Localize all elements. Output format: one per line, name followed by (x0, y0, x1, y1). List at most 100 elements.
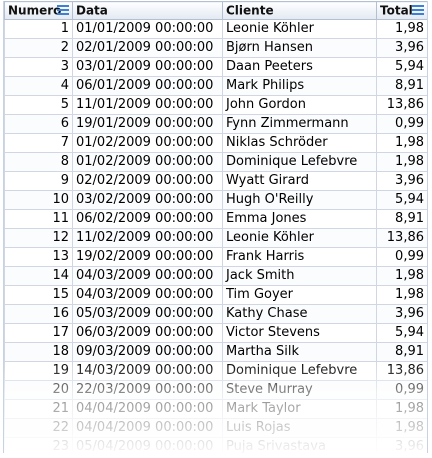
cell-total[interactable]: 3,96 (376, 171, 427, 191)
menu-icon[interactable] (57, 5, 69, 16)
cell-total[interactable]: 0,99 (376, 380, 427, 400)
cell-data[interactable]: 06/03/2009 00:00:00 (72, 323, 223, 343)
cell-cliente[interactable]: Steve Murray (222, 380, 377, 400)
cell-numero[interactable]: 20 (4, 380, 73, 400)
cell-total[interactable]: 5,94 (376, 190, 427, 210)
cell-cliente[interactable]: Jack Smith (222, 266, 377, 286)
cell-total[interactable]: 13,86 (376, 228, 427, 248)
cell-data[interactable]: 03/02/2009 00:00:00 (72, 190, 223, 210)
cell-total[interactable]: 13,86 (376, 361, 427, 381)
cell-numero[interactable]: 13 (4, 247, 73, 267)
cell-cliente[interactable]: Dominique Lefebvre (222, 152, 377, 172)
column-header-cliente[interactable]: Cliente (222, 1, 377, 20)
cell-numero[interactable]: 15 (4, 285, 73, 305)
cell-data[interactable]: 11/01/2009 00:00:00 (72, 95, 223, 115)
menu-icon[interactable] (412, 5, 424, 16)
cell-total[interactable]: 1,98 (376, 418, 427, 438)
cell-numero[interactable]: 9 (4, 171, 73, 191)
cell-data[interactable]: 19/01/2009 00:00:00 (72, 114, 223, 134)
cell-data[interactable]: 02/01/2009 00:00:00 (72, 38, 223, 58)
cell-total[interactable]: 1,98 (376, 266, 427, 286)
cell-cliente[interactable]: Emma Jones (222, 209, 377, 229)
cell-total[interactable]: 3,96 (376, 304, 427, 324)
column-header-numero[interactable]: Numero (4, 1, 73, 20)
table-row[interactable]: 22 04/04/2009 00:00:00 Luis Rojas 1,98 (4, 418, 427, 438)
table-row[interactable]: 3 03/01/2009 00:00:00 Daan Peeters 5,94 (4, 57, 427, 77)
cell-cliente[interactable]: Leonie Köhler (222, 228, 377, 248)
cell-cliente[interactable]: Dominique Lefebvre (222, 361, 377, 381)
cell-data[interactable]: 19/02/2009 00:00:00 (72, 247, 223, 267)
cell-cliente[interactable]: Kathy Chase (222, 304, 377, 324)
cell-numero[interactable]: 10 (4, 190, 73, 210)
cell-data[interactable]: 02/02/2009 00:00:00 (72, 171, 223, 191)
table-row[interactable]: 16 05/03/2009 00:00:00 Kathy Chase 3,96 (4, 304, 427, 324)
cell-total[interactable]: 3,96 (376, 437, 427, 453)
cell-cliente[interactable]: Fynn Zimmermann (222, 114, 377, 134)
table-row[interactable]: 4 06/01/2009 00:00:00 Mark Philips 8,91 (4, 76, 427, 96)
cell-numero[interactable]: 18 (4, 342, 73, 362)
table-row[interactable]: 1 01/01/2009 00:00:00 Leonie Köhler 1,98 (4, 19, 427, 39)
cell-cliente[interactable]: Martha Silk (222, 342, 377, 362)
cell-numero[interactable]: 11 (4, 209, 73, 229)
table-row[interactable]: 10 03/02/2009 00:00:00 Hugh O'Reilly 5,94 (4, 190, 427, 210)
table-row[interactable]: 5 11/01/2009 00:00:00 John Gordon 13,86 (4, 95, 427, 115)
cell-data[interactable]: 04/03/2009 00:00:00 (72, 285, 223, 305)
cell-numero[interactable]: 6 (4, 114, 73, 134)
cell-cliente[interactable]: Frank Harris (222, 247, 377, 267)
cell-data[interactable]: 14/03/2009 00:00:00 (72, 361, 223, 381)
table-row[interactable]: 15 04/03/2009 00:00:00 Tim Goyer 1,98 (4, 285, 427, 305)
cell-numero[interactable]: 19 (4, 361, 73, 381)
table-row[interactable]: 13 19/02/2009 00:00:00 Frank Harris 0,99 (4, 247, 427, 267)
cell-cliente[interactable]: Puja Srivastava (222, 437, 377, 453)
cell-cliente[interactable]: John Gordon (222, 95, 377, 115)
cell-total[interactable]: 1,98 (376, 285, 427, 305)
cell-data[interactable]: 05/04/2009 00:00:00 (72, 437, 223, 453)
column-header-total[interactable]: Total (376, 1, 427, 20)
cell-cliente[interactable]: Victor Stevens (222, 323, 377, 343)
cell-data[interactable]: 05/03/2009 00:00:00 (72, 304, 223, 324)
cell-numero[interactable]: 21 (4, 399, 73, 419)
cell-data[interactable]: 04/03/2009 00:00:00 (72, 266, 223, 286)
cell-cliente[interactable]: Leonie Köhler (222, 19, 377, 39)
cell-cliente[interactable]: Bjørn Hansen (222, 38, 377, 58)
table-row[interactable]: 21 04/04/2009 00:00:00 Mark Taylor 1,98 (4, 399, 427, 419)
cell-numero[interactable]: 22 (4, 418, 73, 438)
table-row[interactable]: 17 06/03/2009 00:00:00 Victor Stevens 5,94 (4, 323, 427, 343)
column-header-data[interactable]: Data (72, 1, 223, 20)
table-row[interactable]: 20 22/03/2009 00:00:00 Steve Murray 0,99 (4, 380, 427, 400)
cell-total[interactable]: 1,98 (376, 399, 427, 419)
cell-data[interactable]: 06/01/2009 00:00:00 (72, 76, 223, 96)
cell-cliente[interactable]: Wyatt Girard (222, 171, 377, 191)
cell-data[interactable]: 06/02/2009 00:00:00 (72, 209, 223, 229)
cell-numero[interactable]: 12 (4, 228, 73, 248)
cell-total[interactable]: 1,98 (376, 19, 427, 39)
cell-total[interactable]: 5,94 (376, 57, 427, 77)
cell-total[interactable]: 8,91 (376, 209, 427, 229)
table-row[interactable]: 8 01/02/2009 00:00:00 Dominique Lefebvre 1,… (4, 152, 427, 172)
cell-cliente[interactable]: Hugh O'Reilly (222, 190, 377, 210)
cell-numero[interactable]: 4 (4, 76, 73, 96)
cell-data[interactable]: 22/03/2009 00:00:00 (72, 380, 223, 400)
table-row[interactable]: 2 02/01/2009 00:00:00 Bjørn Hansen 3,96 (4, 38, 427, 58)
cell-data[interactable]: 04/04/2009 00:00:00 (72, 399, 223, 419)
cell-total[interactable]: 0,99 (376, 114, 427, 134)
cell-total[interactable]: 5,94 (376, 323, 427, 343)
cell-data[interactable]: 11/02/2009 00:00:00 (72, 228, 223, 248)
cell-data[interactable]: 09/03/2009 00:00:00 (72, 342, 223, 362)
cell-cliente[interactable]: Daan Peeters (222, 57, 377, 77)
cell-numero[interactable]: 2 (4, 38, 73, 58)
cell-numero[interactable]: 14 (4, 266, 73, 286)
cell-data[interactable]: 01/02/2009 00:00:00 (72, 133, 223, 153)
cell-total[interactable]: 0,99 (376, 247, 427, 267)
table-row[interactable]: 19 14/03/2009 00:00:00 Dominique Lefebvre 1… (4, 361, 427, 381)
table-row[interactable]: 11 06/02/2009 00:00:00 Emma Jones 8,91 (4, 209, 427, 229)
cell-numero[interactable]: 17 (4, 323, 73, 343)
cell-numero[interactable]: 16 (4, 304, 73, 324)
cell-numero[interactable]: 8 (4, 152, 73, 172)
table-row[interactable]: 14 04/03/2009 00:00:00 Jack Smith 1,98 (4, 266, 427, 286)
cell-data[interactable]: 03/01/2009 00:00:00 (72, 57, 223, 77)
cell-data[interactable]: 01/02/2009 00:00:00 (72, 152, 223, 172)
cell-total[interactable]: 8,91 (376, 76, 427, 96)
cell-total[interactable]: 8,91 (376, 342, 427, 362)
cell-data[interactable]: 01/01/2009 00:00:00 (72, 19, 223, 39)
